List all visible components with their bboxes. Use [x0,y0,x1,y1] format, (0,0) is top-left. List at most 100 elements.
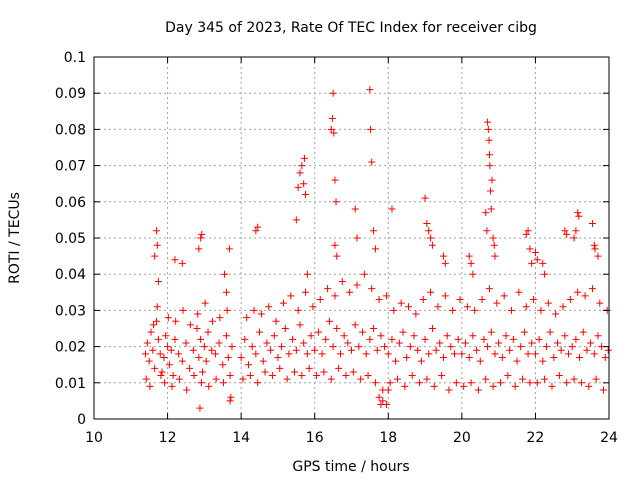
data-point [195,245,203,253]
data-point [149,346,157,354]
data-point [223,306,231,314]
data-point [377,332,385,340]
data-point [379,397,387,405]
data-point [463,303,471,311]
data-point [212,375,220,383]
y-tick-label: 0.02 [55,340,86,356]
data-point [474,386,482,394]
data-point [592,375,600,383]
data-point [168,382,176,390]
data-point [309,303,317,311]
data-point [462,339,470,347]
data-point [487,205,495,213]
data-point [256,328,264,336]
data-point [283,375,291,383]
data-point [183,386,191,394]
data-point [484,118,492,126]
data-point [517,343,525,351]
x-tick-label: 14 [232,430,250,446]
data-point [502,332,510,340]
data-point [559,303,567,311]
data-point [375,393,383,401]
data-point [302,191,310,199]
data-point [487,328,495,336]
data-point [485,151,493,159]
data-point [164,343,172,351]
data-point [546,328,554,336]
data-point [342,372,350,380]
data-point [261,368,269,376]
data-point [478,296,486,304]
data-points-layer [142,86,612,412]
data-point [588,220,596,228]
data-point [169,372,177,380]
data-point [303,350,311,358]
data-point [441,292,449,300]
data-point [208,317,216,325]
data-point [165,361,173,369]
data-point [145,357,153,365]
data-point [346,288,354,296]
data-point [388,205,396,213]
data-point [524,350,532,358]
data-point [357,375,365,383]
data-point [537,306,545,314]
data-point [328,115,336,123]
data-point [245,361,252,369]
data-point [276,364,284,372]
data-point [239,375,247,383]
data-point [487,187,495,195]
data-point [428,325,436,332]
y-tick-label: 0.07 [55,159,86,175]
data-point [520,328,528,336]
y-tick-label: 0.01 [55,376,86,392]
data-point [368,285,376,293]
data-point [172,317,180,325]
data-point [452,379,460,387]
data-point [197,234,205,242]
data-point [588,285,596,293]
data-point [465,353,473,361]
data-point [393,375,401,383]
data-point [196,404,204,412]
data-point [198,230,206,238]
data-point [252,350,260,358]
data-point [530,296,538,304]
data-point [290,368,298,376]
data-point [482,209,490,217]
data-point [274,353,282,361]
data-point [469,332,477,340]
data-point [333,325,341,332]
data-point [303,270,311,278]
data-point [370,227,378,235]
data-point [471,306,479,314]
data-point [367,125,375,133]
data-point [439,252,447,260]
data-point [381,343,389,351]
data-point [211,350,219,358]
y-tick-label: 0.04 [55,267,86,283]
data-point [348,346,355,354]
x-tick-label: 24 [600,430,618,446]
data-point [604,346,612,354]
data-point [483,227,491,235]
data-point [384,386,392,394]
data-point [311,346,319,354]
data-point [484,125,492,133]
data-point [548,382,556,390]
data-point [305,364,313,372]
data-point [259,357,267,365]
data-point [416,379,424,387]
x-tick-label: 20 [453,430,471,446]
data-point [331,292,339,300]
data-point [278,343,286,351]
data-point [552,310,560,318]
data-point [456,296,464,304]
data-point [227,393,235,401]
data-point [399,328,407,336]
data-point [248,343,256,351]
data-point [221,270,229,278]
data-point [406,343,414,351]
data-point [439,353,447,361]
data-point [272,317,280,325]
